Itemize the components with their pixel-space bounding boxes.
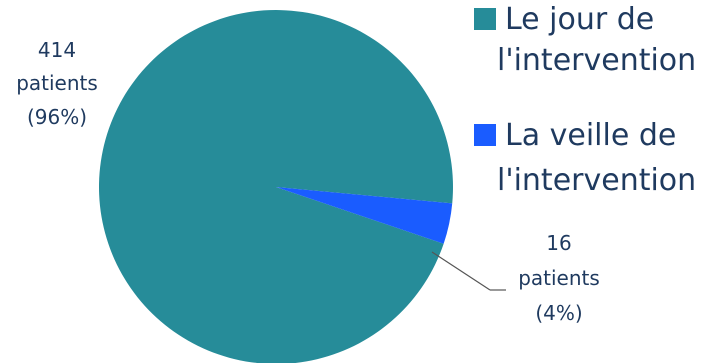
- data-label-percent: (4%): [535, 301, 582, 325]
- legend-item-jour: Le jour de l'intervention: [474, 2, 696, 78]
- legend-label-line1: Le jour de: [505, 2, 654, 37]
- pie-slices: [99, 10, 453, 363]
- pie-slice-veille: [276, 187, 453, 244]
- data-label-count: 414: [38, 38, 76, 62]
- data-label-unit: patients: [518, 266, 600, 290]
- pie-slice-jour: [99, 10, 453, 363]
- legend: Le jour de l'intervention La veille de l…: [474, 2, 696, 198]
- slice-leader-line: [431, 251, 491, 291]
- legend-label-line1: La veille de: [505, 118, 676, 153]
- data-label-count: 16: [546, 231, 571, 255]
- legend-swatch: [474, 8, 496, 30]
- legend-label-line2: l'intervention: [497, 163, 696, 198]
- data-label-percent: (96%): [27, 105, 87, 129]
- data-label-unit: patients: [16, 71, 98, 95]
- legend-label-line2: l'intervention: [497, 43, 696, 78]
- data-label-slice-1: 414 patients (96%): [16, 38, 98, 129]
- legend-swatch: [474, 124, 496, 146]
- legend-item-veille: La veille de l'intervention: [474, 118, 696, 198]
- data-label-slice-2: 16 patients (4%): [518, 231, 600, 325]
